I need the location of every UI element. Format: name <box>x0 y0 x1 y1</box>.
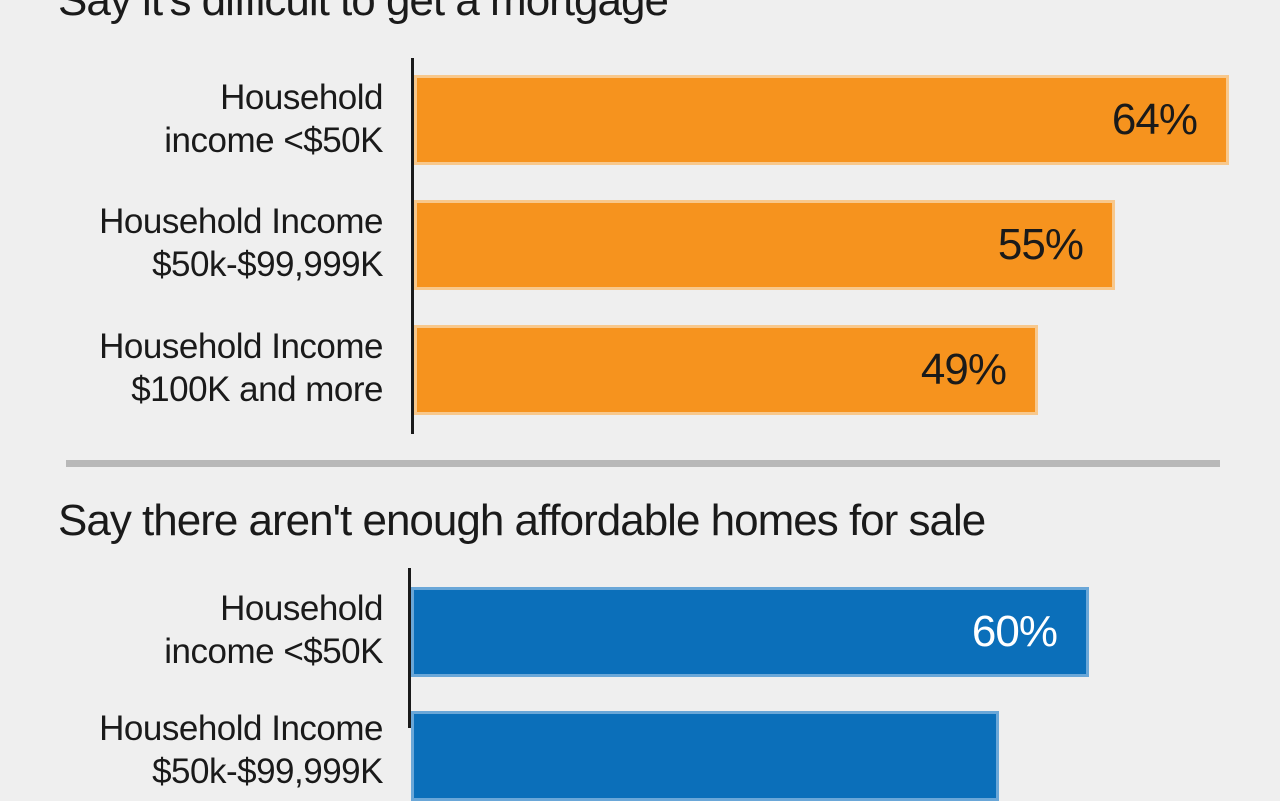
axis-line-mortgage <box>411 58 414 434</box>
category-label: Household Income $50k-$99,999K <box>99 202 383 284</box>
bar-affordable-homes-1 <box>411 711 999 801</box>
value-label: 64% <box>1111 95 1198 144</box>
bar-mortgage-1: 55% <box>414 200 1115 290</box>
axis-line-affordable-homes <box>408 568 411 728</box>
bar-affordable-homes-0: 60% <box>411 587 1089 677</box>
category-label: Household Income $100K and more <box>99 327 383 409</box>
value-label: 60% <box>971 607 1058 656</box>
bar-mortgage-0: 64% <box>414 75 1229 165</box>
value-label: 55% <box>997 220 1084 269</box>
category-label: Household income <$50K <box>164 589 383 671</box>
chart-title-affordable-homes: Say there aren't enough affordable homes… <box>58 496 986 545</box>
category-label: Household income <$50K <box>164 78 383 160</box>
chart-title-mortgage: Say it's difficult to get a mortgage <box>58 0 669 25</box>
bar-mortgage-2: 49% <box>414 325 1038 415</box>
value-label: 49% <box>920 345 1007 394</box>
section-divider <box>66 460 1220 467</box>
